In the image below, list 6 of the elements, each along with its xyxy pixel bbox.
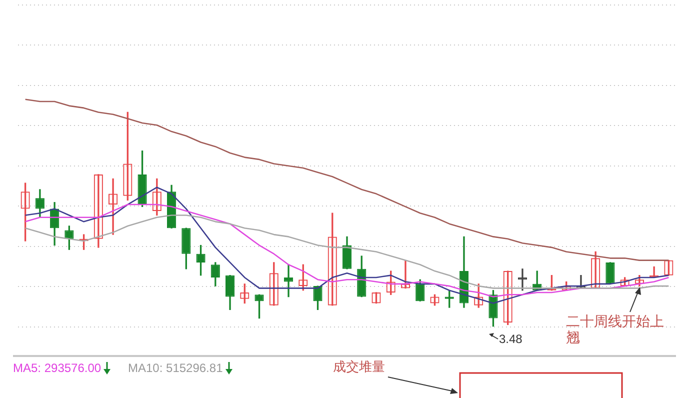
- text: MA10: 515296.81: [128, 360, 223, 376]
- text: 3.48: [499, 331, 522, 347]
- text: MA5: 293576.00: [13, 360, 102, 376]
- annotation: 二十周线开始上翘: [566, 313, 665, 345]
- candlestick: [284, 264, 294, 298]
- text: 成交堆量: [333, 359, 385, 375]
